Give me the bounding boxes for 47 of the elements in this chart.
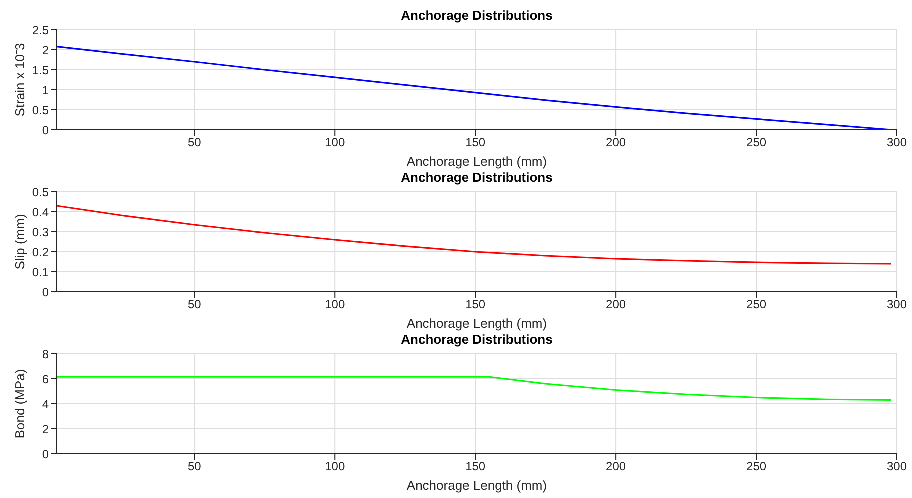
chart-title: Anchorage Distributions <box>400 8 554 24</box>
y-tick-label: 2 <box>42 422 50 436</box>
y-axis-title: Strain x 10⁻3 <box>12 43 28 117</box>
x-tick-label: 300 <box>886 136 908 150</box>
x-tick-label: 150 <box>466 136 486 150</box>
y-tick-label: 6 <box>42 372 50 386</box>
y-tick-label: 2.5 <box>32 23 50 38</box>
y-axis-title: Slip (mm) <box>12 214 28 270</box>
line-series <box>57 46 892 130</box>
y-tick-label: 0.1 <box>32 265 50 280</box>
y-tick-label: 2 <box>42 43 50 58</box>
x-tick-label: 50 <box>188 298 202 312</box>
chart-title: Anchorage Distributions <box>400 332 554 348</box>
y-tick-label: 0.5 <box>32 103 50 118</box>
x-axis-title: Anchorage Length (mm) <box>406 316 548 331</box>
y-tick-label: 1 <box>42 83 50 98</box>
y-tick-label: 0 <box>42 447 50 462</box>
line-series <box>57 205 892 265</box>
x-tick-label: 250 <box>746 298 767 312</box>
x-tick-label: 100 <box>325 460 346 474</box>
y-tick-label: 8 <box>42 347 50 362</box>
y-tick-label: 1.5 <box>32 63 50 78</box>
x-tick-label: 250 <box>746 460 767 474</box>
x-tick-label: 300 <box>886 460 908 474</box>
x-axis-title: Anchorage Length (mm) <box>406 478 548 493</box>
x-tick-label: 200 <box>606 298 626 312</box>
x-tick-label: 200 <box>606 460 626 474</box>
chart-title: Anchorage Distributions <box>400 170 554 186</box>
x-tick-label: 150 <box>466 298 486 312</box>
y-tick-label: 0.4 <box>32 205 50 220</box>
line-series <box>57 376 892 402</box>
x-axis-title: Anchorage Length (mm) <box>406 154 548 169</box>
x-tick-label: 150 <box>466 460 486 474</box>
x-tick-label: 300 <box>886 298 908 312</box>
y-tick-label: 0.5 <box>32 185 50 200</box>
x-tick-label: 50 <box>188 460 202 474</box>
x-tick-label: 250 <box>746 136 767 150</box>
x-tick-label: 100 <box>325 298 346 312</box>
y-tick-label: 4 <box>42 397 50 412</box>
x-tick-label: 50 <box>188 136 202 150</box>
y-axis-title: Bond (MPa) <box>12 369 28 439</box>
y-tick-label: 0 <box>42 123 50 138</box>
y-tick-label: 0.2 <box>32 245 50 260</box>
y-tick-label: 0.3 <box>32 225 50 240</box>
x-tick-label: 100 <box>325 136 346 150</box>
x-tick-label: 200 <box>606 136 626 150</box>
y-tick-label: 0 <box>42 285 50 300</box>
